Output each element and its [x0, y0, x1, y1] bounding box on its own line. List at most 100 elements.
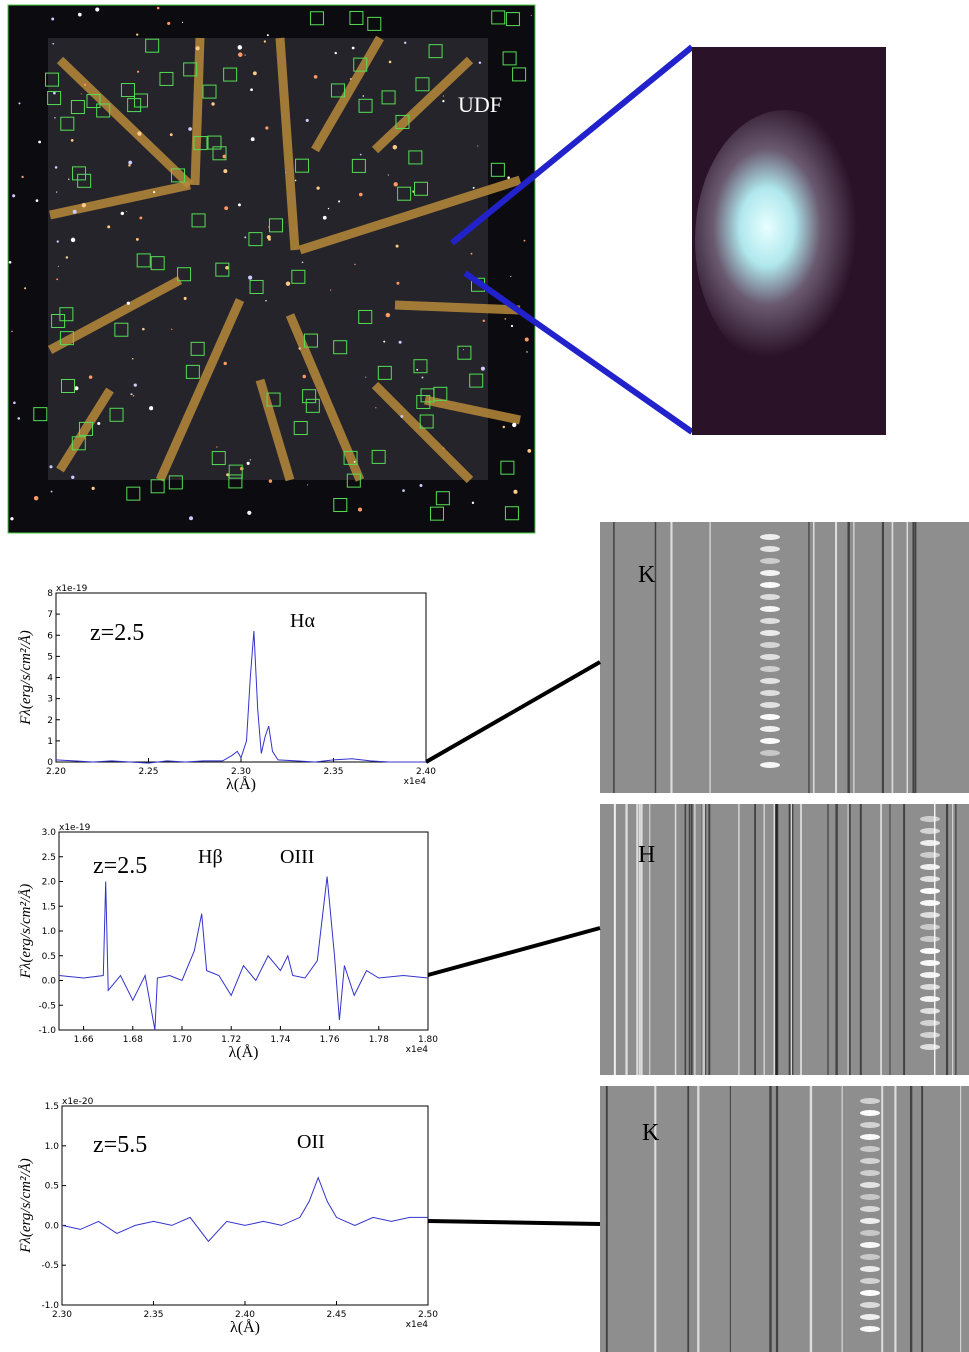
star	[353, 461, 356, 463]
x-offset: x1e4	[404, 777, 427, 787]
target-box	[77, 173, 92, 188]
star	[512, 422, 517, 428]
y-tick-label: -0.5	[38, 1001, 56, 1011]
connector	[427, 926, 601, 977]
star	[478, 61, 482, 64]
trace	[920, 948, 940, 954]
target-box	[177, 267, 192, 282]
star	[24, 287, 27, 290]
y-tick-label: 8	[47, 589, 53, 599]
target-box	[126, 486, 141, 501]
trace	[920, 972, 940, 978]
star	[334, 51, 337, 55]
star	[167, 21, 171, 25]
star	[52, 42, 55, 45]
star	[54, 117, 56, 119]
target-box	[295, 158, 310, 173]
star	[354, 263, 356, 266]
star	[313, 75, 318, 79]
y-tick-label: 3.0	[42, 828, 57, 838]
trace	[860, 1326, 880, 1332]
trace	[760, 726, 780, 732]
field-label: UDF	[458, 92, 502, 117]
star	[392, 145, 398, 150]
trace	[860, 1194, 880, 1200]
y-tick-label: 0.5	[45, 1182, 59, 1192]
star	[247, 510, 252, 515]
target-box	[504, 506, 519, 521]
star	[136, 33, 139, 36]
annotation: Hα	[290, 610, 315, 632]
target-box	[291, 269, 306, 284]
y-tick-label: 1	[47, 737, 53, 747]
annotation: z=2.5	[90, 620, 144, 646]
star	[266, 34, 269, 37]
star	[153, 191, 156, 194]
star	[12, 194, 16, 198]
star	[188, 127, 192, 131]
target-box	[413, 181, 428, 196]
target-box	[358, 98, 373, 113]
star	[395, 244, 399, 248]
star	[222, 154, 227, 159]
star	[263, 40, 267, 43]
annotation: OIII	[280, 846, 314, 868]
trace	[760, 738, 780, 744]
target-box	[413, 359, 428, 374]
target-box	[109, 407, 124, 422]
trace	[860, 1266, 880, 1272]
star	[502, 425, 506, 429]
y-tick-label: -0.5	[41, 1261, 59, 1271]
x-tick-label: 2.45	[326, 1310, 346, 1320]
star	[523, 239, 526, 242]
target-box	[408, 150, 423, 165]
target-box	[500, 460, 515, 475]
trace	[920, 852, 940, 858]
y-tick-label: 7	[47, 610, 53, 620]
star	[393, 182, 398, 187]
star	[480, 366, 485, 371]
target-box	[136, 253, 151, 268]
trace	[760, 606, 780, 612]
star	[338, 200, 341, 203]
target-box	[309, 11, 324, 26]
target-box	[429, 506, 444, 521]
x-tick-label: 1.70	[172, 1035, 192, 1045]
streak	[298, 175, 522, 255]
y-tick-label: 0.5	[42, 952, 56, 962]
star	[442, 447, 445, 449]
star	[171, 328, 173, 330]
target-box	[72, 166, 87, 181]
trace	[920, 960, 940, 966]
y-offset: x1e-19	[59, 823, 91, 833]
star	[442, 95, 445, 97]
star	[412, 190, 415, 193]
x-tick-label: 1.66	[74, 1035, 94, 1045]
star	[11, 330, 13, 333]
spectrum-line	[55, 630, 426, 764]
trace	[760, 690, 780, 696]
target-box	[433, 386, 448, 401]
udf-decoration	[8, 6, 532, 521]
star	[132, 395, 135, 397]
trace	[860, 1278, 880, 1284]
target-box	[419, 414, 434, 429]
star	[237, 203, 241, 207]
x-tick-label: 2.20	[46, 767, 66, 777]
star	[77, 12, 82, 17]
target-box	[330, 83, 345, 98]
star	[305, 118, 309, 122]
target-box	[333, 340, 348, 355]
trace	[760, 654, 780, 660]
star	[225, 265, 229, 270]
streak	[311, 35, 384, 153]
star	[128, 160, 133, 165]
target-box	[502, 51, 517, 66]
y-tick-label: -1.0	[38, 1026, 56, 1036]
x-tick-label: 2.40	[235, 1310, 255, 1320]
star	[169, 133, 173, 137]
streak	[285, 313, 365, 482]
trace	[760, 642, 780, 648]
target-box	[150, 256, 165, 271]
star	[189, 516, 194, 521]
